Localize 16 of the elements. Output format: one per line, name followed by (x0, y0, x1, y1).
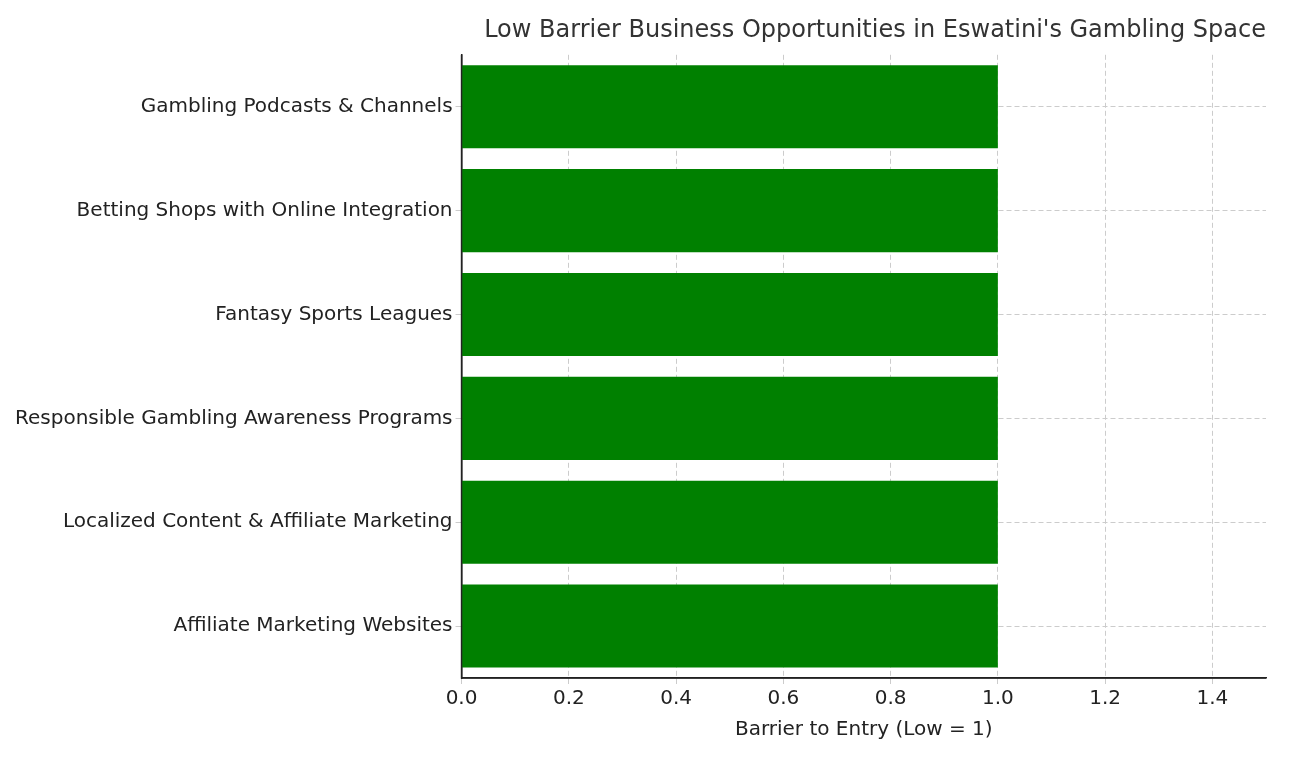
x-axis-title: Barrier to Entry (Low = 1) (734, 716, 993, 741)
x-tick-label: 0.0 (445, 685, 478, 710)
y-tick-label: Betting Shops with Online Integration (76, 196, 453, 221)
y-tick-label: Gambling Podcasts & Channels (140, 92, 453, 117)
y-tick-label: Affiliate Marketing Websites (173, 612, 453, 637)
y-tick-label: Localized Content & Affiliate Marketing (62, 508, 453, 533)
x-tick-label: 0.2 (552, 685, 585, 710)
x-tick-label: 0.4 (660, 685, 692, 710)
x-tick-label: 0.6 (767, 685, 800, 710)
chart-title: Low Barrier Business Opportunities in Eswatini's Gambling Space (484, 14, 1266, 43)
x-tick-label: 1.4 (1196, 685, 1229, 710)
x-tick-label: 0.8 (874, 685, 907, 710)
y-tick-label: Responsible Gambling Awareness Programs (14, 404, 453, 429)
x-tick-label: 1.2 (1089, 685, 1122, 710)
x-tick-label: 1.0 (981, 685, 1014, 710)
y-tick-label: Fantasy Sports Leagues (215, 300, 453, 325)
